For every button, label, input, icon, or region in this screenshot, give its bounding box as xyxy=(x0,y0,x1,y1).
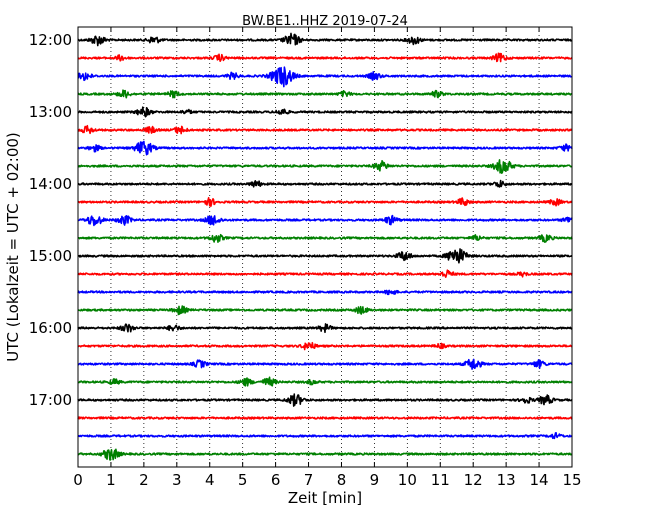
seismic-trace xyxy=(77,358,573,370)
x-tick-label: 9 xyxy=(370,471,380,489)
seismic-trace xyxy=(77,140,573,156)
x-tick-group: 0 1 2 3 4 5 6 7 8 9 10 11 12 13 14 15 xyxy=(73,27,582,489)
y-tick-label: 15:00 xyxy=(29,247,72,265)
seismic-trace xyxy=(77,66,573,88)
seismic-trace xyxy=(77,376,573,387)
seismic-trace xyxy=(77,89,573,99)
x-tick-label: 7 xyxy=(304,471,314,489)
seismic-trace xyxy=(77,448,573,461)
seismic-trace xyxy=(77,432,573,440)
seismic-trace xyxy=(77,323,573,334)
grid xyxy=(110,27,540,467)
chart-title: BW.BE1..HHZ 2019-07-24 xyxy=(242,14,408,29)
x-tick-label: 2 xyxy=(139,471,149,489)
x-tick-label: 12 xyxy=(464,471,483,489)
x-tick-label: 1 xyxy=(106,471,116,489)
y-tick-group: 12:00 13:00 14:00 15:00 16:00 17:00 xyxy=(29,31,83,409)
x-tick-label: 6 xyxy=(271,471,281,489)
seismic-trace xyxy=(77,289,573,296)
y-tick-label: 12:00 xyxy=(29,31,72,49)
x-tick-label: 4 xyxy=(205,471,215,489)
seismic-trace xyxy=(77,248,573,264)
x-tick-label: 8 xyxy=(337,471,347,489)
seismic-trace xyxy=(77,214,573,227)
x-tick-label: 15 xyxy=(562,471,581,489)
seismic-trace xyxy=(77,196,573,208)
seismic-trace xyxy=(77,32,573,47)
seismic-trace xyxy=(77,305,573,316)
y-axis-label: UTC (Lokalzeit = UTC + 02:00) xyxy=(4,132,22,362)
x-tick-label: 11 xyxy=(431,471,450,489)
seismic-trace xyxy=(77,269,573,278)
y-tick-label: 13:00 xyxy=(29,103,72,121)
seismic-trace xyxy=(77,124,573,135)
seismic-trace xyxy=(77,341,573,351)
seismic-trace xyxy=(77,233,573,243)
x-tick-label: 14 xyxy=(530,471,549,489)
seismic-trace xyxy=(77,416,573,420)
seismic-trace xyxy=(77,393,573,407)
seismic-trace xyxy=(77,159,573,174)
seismic-trace xyxy=(77,106,573,118)
x-tick-label: 3 xyxy=(172,471,182,489)
y-tick-label: 16:00 xyxy=(29,319,72,337)
x-tick-label: 5 xyxy=(238,471,248,489)
y-tick-label: 17:00 xyxy=(29,391,72,409)
x-tick-label: 13 xyxy=(497,471,516,489)
trace-group xyxy=(77,32,573,461)
x-tick-label: 10 xyxy=(398,471,417,489)
seismic-trace xyxy=(77,52,573,63)
plot-frame xyxy=(77,26,573,468)
x-axis-label: Zeit [min] xyxy=(288,489,362,507)
y-tick-label: 14:00 xyxy=(29,175,72,193)
x-tick-label: 0 xyxy=(73,471,83,489)
seismic-trace xyxy=(77,179,573,188)
